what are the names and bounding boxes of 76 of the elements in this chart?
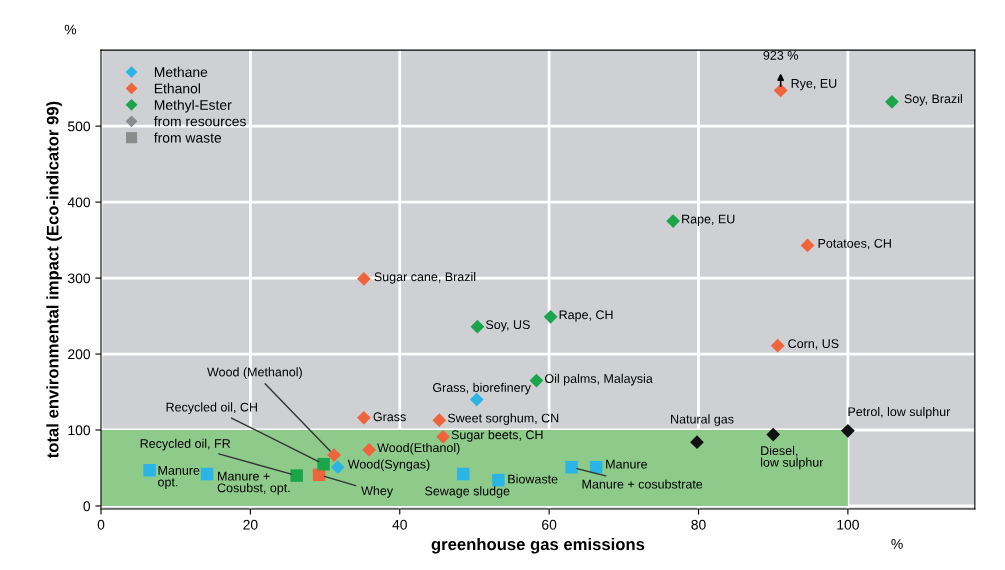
x-tick-label: 20	[243, 519, 258, 530]
annotation: Sweet sorghum, CN	[447, 413, 559, 425]
point	[773, 83, 788, 98]
point	[290, 469, 303, 482]
y-tick-label: 200	[68, 349, 91, 360]
point	[841, 423, 855, 438]
annotation: Biowaste	[508, 474, 558, 484]
annotation: Corn, US	[788, 339, 839, 350]
point	[456, 467, 470, 481]
point	[690, 435, 704, 450]
legend-label: from resources	[153, 116, 246, 127]
annotation: Potatoes, CH	[818, 238, 891, 250]
legend-label: Methane	[154, 66, 208, 78]
y-tick-label: 500	[67, 121, 91, 132]
point	[317, 457, 330, 471]
annotation: Rape, CH	[559, 310, 613, 322]
point	[666, 214, 680, 228]
annotation: 923 %	[763, 50, 798, 60]
point	[436, 429, 450, 444]
x-tick-label: 40	[392, 519, 407, 530]
point	[357, 410, 371, 425]
y-tick-label: 300	[67, 273, 91, 284]
annotation: Wood(Ethanol)	[377, 442, 460, 455]
annotation: Grass, biorefinery	[432, 382, 531, 395]
x-tick-label: 0	[97, 519, 105, 530]
y-axis-title: total environmental impact (Eco-indicator 99)	[46, 101, 62, 459]
point	[492, 473, 505, 487]
point	[885, 94, 899, 109]
point	[330, 460, 345, 475]
annotation: Natural gas	[671, 414, 734, 426]
point	[529, 373, 544, 388]
point	[362, 442, 377, 457]
legend-label: Methyl-Ester	[154, 99, 232, 113]
annotation: Grass	[373, 412, 406, 422]
annotation: Whey	[361, 486, 394, 498]
x-tick-label: 60	[542, 519, 557, 530]
annotation: Manure	[606, 459, 648, 469]
point	[143, 464, 156, 477]
annotation: Diesel, low sulphur	[761, 445, 824, 470]
annotation: Sewage sludge	[425, 486, 510, 498]
point	[200, 467, 214, 481]
annotation: Soy, Brazil	[904, 93, 962, 106]
y-tick-label: 100	[68, 425, 91, 436]
point	[589, 460, 603, 474]
point	[565, 460, 578, 474]
annotation: Sugar beets, CH	[451, 430, 543, 442]
x-tick-label: 80	[691, 519, 706, 530]
point	[432, 413, 447, 427]
annotation: Manure + cosubstrate	[582, 479, 703, 489]
x-tick-label: 100	[837, 519, 859, 530]
point	[770, 338, 785, 353]
point	[766, 427, 781, 442]
annotation: Wood(Syngas)	[347, 459, 430, 472]
annotation: Sugar cane, Brazil	[374, 272, 476, 284]
annotation: Rye, EU	[791, 79, 837, 91]
annotation: Manure + Cosubst, opt.	[217, 471, 290, 495]
annotation: Petrol, low sulphur	[848, 406, 951, 419]
point	[543, 309, 558, 324]
annotation: Recycled oil, CH	[166, 402, 257, 415]
annotation: Soy, US	[486, 320, 530, 332]
annotation: Wood (Methanol)	[207, 367, 302, 379]
annotation: Rape, EU	[682, 214, 735, 226]
text: %	[64, 24, 77, 35]
annotation: Recycled oil, FR	[140, 438, 231, 451]
annotation: Manure opt.	[158, 466, 200, 489]
point	[357, 271, 371, 286]
y-tick-label: 0	[83, 501, 91, 512]
point	[470, 319, 485, 334]
x-axis-title: greenhouse gas emissions	[431, 537, 645, 554]
y-tick-label: 400	[67, 197, 91, 208]
legend-label: Ethanol	[154, 83, 200, 94]
point	[800, 238, 815, 253]
annotation: Oil palms, Malaysia	[545, 373, 653, 386]
text: %	[891, 539, 903, 549]
legend-label: from waste	[153, 132, 222, 143]
point	[327, 448, 341, 462]
